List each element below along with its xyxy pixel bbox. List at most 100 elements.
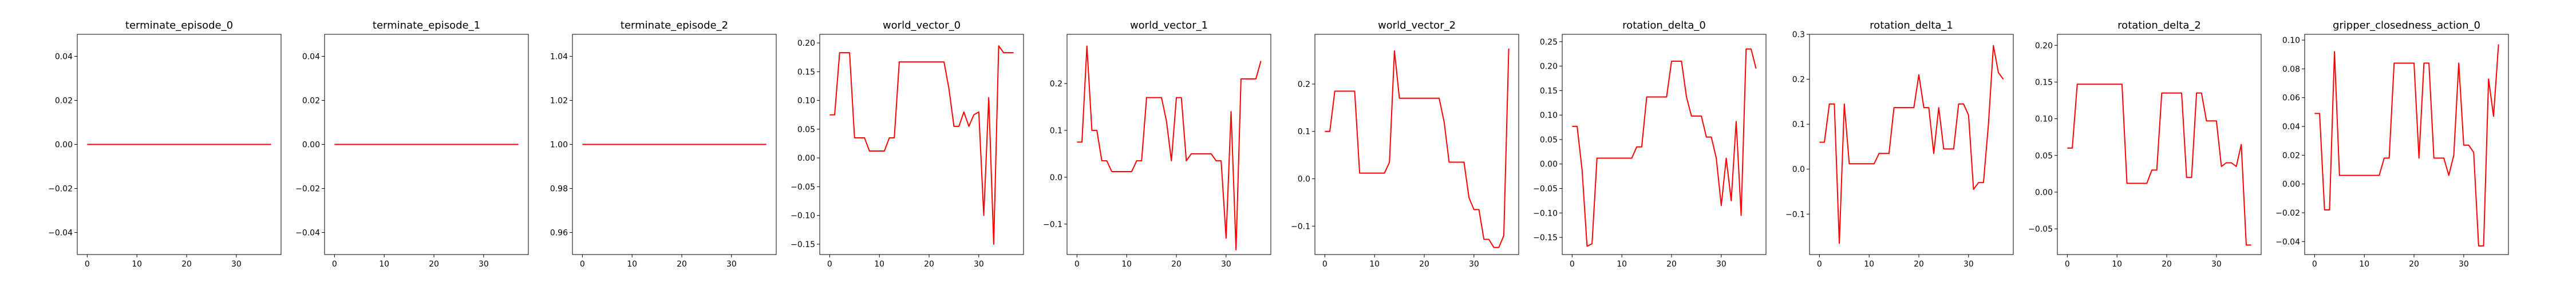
y-tick-label: −0.04 — [2275, 237, 2300, 247]
x-tick-label: 30 — [1469, 260, 1479, 269]
x-tick-label: 30 — [726, 260, 737, 269]
y-tick-label: −0.02 — [295, 185, 320, 194]
y-tick-label: 0.05 — [1540, 136, 1558, 145]
subplot-gripper_closedness_action_0: gripper_closedness_action_0 0 10 20 30 −0.04 −… — [2275, 19, 2509, 269]
x-tick-label: 20 — [1171, 260, 1182, 269]
x-tick-label: 10 — [874, 260, 884, 269]
x-tick-label: 0 — [85, 260, 90, 269]
x-tick-label: 30 — [1963, 260, 1974, 269]
x-tick-label: 0 — [580, 260, 585, 269]
y-tick-label: 0.02 — [302, 97, 320, 106]
plot-frame — [1809, 34, 2014, 255]
y-tick-label: 0.04 — [2282, 122, 2300, 132]
y-tick-label: 0.96 — [550, 229, 568, 238]
subplot-title: world_vector_1 — [1130, 19, 1208, 31]
y-tick-label: −0.15 — [1533, 233, 1558, 243]
y-tick-label: 0.08 — [2282, 65, 2300, 74]
subplot-title: world_vector_2 — [1378, 19, 1456, 31]
subplot-title: rotation_delta_0 — [1622, 19, 1706, 31]
plot-frame — [1562, 34, 1767, 255]
y-tick-label: 0.15 — [1540, 86, 1558, 96]
subplot-rotation_delta_2: rotation_delta_2 0 10 20 30 −0.05 0.00 0.05 0.10… — [2028, 19, 2262, 269]
x-tick-label: 20 — [181, 260, 192, 269]
y-tick-label: 0.1 — [1792, 120, 1805, 129]
y-tick-label: 0.02 — [55, 97, 73, 106]
plot-frame — [2057, 34, 2262, 255]
y-tick-label: −0.04 — [48, 229, 73, 238]
y-tick-label: 0.20 — [1540, 62, 1558, 72]
x-tick-label: 20 — [924, 260, 934, 269]
y-tick-label: 1.00 — [550, 141, 568, 150]
x-tick-label: 20 — [1914, 260, 1924, 269]
subplot-title: gripper_closedness_action_0 — [2333, 19, 2480, 31]
subplot-terminate_episode_0: terminate_episode_0 0 10 20 30 −0.04 −0.02 0.00… — [48, 19, 282, 269]
series-line — [1819, 45, 2004, 244]
plot-frame — [1314, 34, 1519, 255]
y-tick-label: 0.00 — [1540, 160, 1558, 169]
y-tick-label: 0.00 — [797, 154, 815, 163]
x-tick-label: 10 — [379, 260, 389, 269]
y-tick-label: 0.10 — [2035, 115, 2053, 124]
series-line — [829, 45, 1014, 245]
subplot-title: terminate_episode_0 — [125, 19, 233, 31]
y-tick-label: 0.1 — [1298, 128, 1310, 137]
y-tick-label: 0.25 — [1540, 38, 1558, 47]
subplot-rotation_delta_1: rotation_delta_1 0 10 20 30 −0.1 0.0 0.1 0.2 0.3 — [1785, 19, 2014, 269]
y-tick-label: −0.05 — [1533, 185, 1558, 194]
plot-frame — [819, 34, 1024, 255]
x-tick-label: 30 — [974, 260, 984, 269]
y-tick-label: 0.02 — [2282, 151, 2300, 160]
y-tick-label: 0.3 — [1792, 30, 1805, 39]
subplot-world_vector_2: world_vector_2 0 10 20 30 −0.1 0.0 0.1 0.2 — [1291, 19, 1519, 269]
y-tick-label: 0.20 — [797, 39, 815, 48]
y-tick-label: 0.00 — [302, 141, 320, 150]
x-tick-label: 30 — [479, 260, 489, 269]
x-tick-label: 10 — [1617, 260, 1627, 269]
x-tick-label: 10 — [2359, 260, 2369, 269]
y-tick-label: −0.02 — [2275, 209, 2300, 218]
y-tick-label: 0.15 — [2035, 78, 2053, 87]
plot-frame — [572, 34, 777, 255]
subplot-rotation_delta_0: rotation_delta_0 0 10 20 30 −0.15 −0.10 −0.05 0.… — [1533, 19, 1767, 269]
subplot-grid: terminate_episode_00 10 20 30−0.04−0.020.00… — [48, 19, 2509, 269]
y-tick-label: 0.0 — [1298, 175, 1310, 184]
x-tick-label: 0 — [332, 260, 337, 269]
y-tick-label: 0.0 — [1050, 173, 1062, 182]
y-tick-label: 0.20 — [2035, 41, 2053, 50]
x-tick-label: 10 — [2112, 260, 2122, 269]
subplot-title: terminate_episode_1 — [373, 19, 480, 31]
series-line — [1077, 45, 1262, 251]
y-tick-label: 0.98 — [550, 185, 568, 194]
x-tick-label: 20 — [429, 260, 439, 269]
x-tick-label: 10 — [627, 260, 637, 269]
y-tick-label: −0.1 — [1291, 222, 1310, 231]
subplot-world_vector_1: world_vector_1 0 10 20 30 −0.1 0.0 0.1 0.2 — [1043, 19, 1271, 269]
x-tick-label: 10 — [1864, 260, 1874, 269]
x-tick-label: 20 — [2162, 260, 2172, 269]
x-tick-label: 30 — [2211, 260, 2222, 269]
y-tick-label: −0.02 — [48, 185, 73, 194]
y-tick-label: 0.2 — [1792, 76, 1805, 85]
x-tick-label: 10 — [1121, 260, 1132, 269]
series-line — [1325, 48, 1510, 248]
x-tick-label: 0 — [1322, 260, 1327, 269]
x-tick-label: 20 — [677, 260, 687, 269]
subplot-title: world_vector_0 — [883, 19, 961, 31]
y-tick-label: 0.00 — [2035, 188, 2053, 197]
x-tick-label: 0 — [1570, 260, 1575, 269]
y-tick-label: 0.15 — [797, 67, 815, 77]
y-tick-label: −0.05 — [791, 182, 815, 192]
y-tick-label: 0.04 — [55, 53, 73, 62]
y-tick-label: 0.2 — [1298, 80, 1310, 89]
x-tick-label: 20 — [1666, 260, 1677, 269]
x-tick-label: 20 — [1419, 260, 1429, 269]
x-tick-label: 0 — [2065, 260, 2070, 269]
subplot-title: rotation_delta_1 — [1870, 19, 1953, 31]
subplot-world_vector_0: world_vector_0 0 10 20 30 −0.15 −0.10 −0.05 0.00… — [791, 19, 1024, 269]
plot-frame — [1066, 34, 1271, 255]
plot-frame — [324, 34, 529, 255]
x-tick-label: 30 — [231, 260, 242, 269]
x-tick-label: 10 — [1369, 260, 1380, 269]
